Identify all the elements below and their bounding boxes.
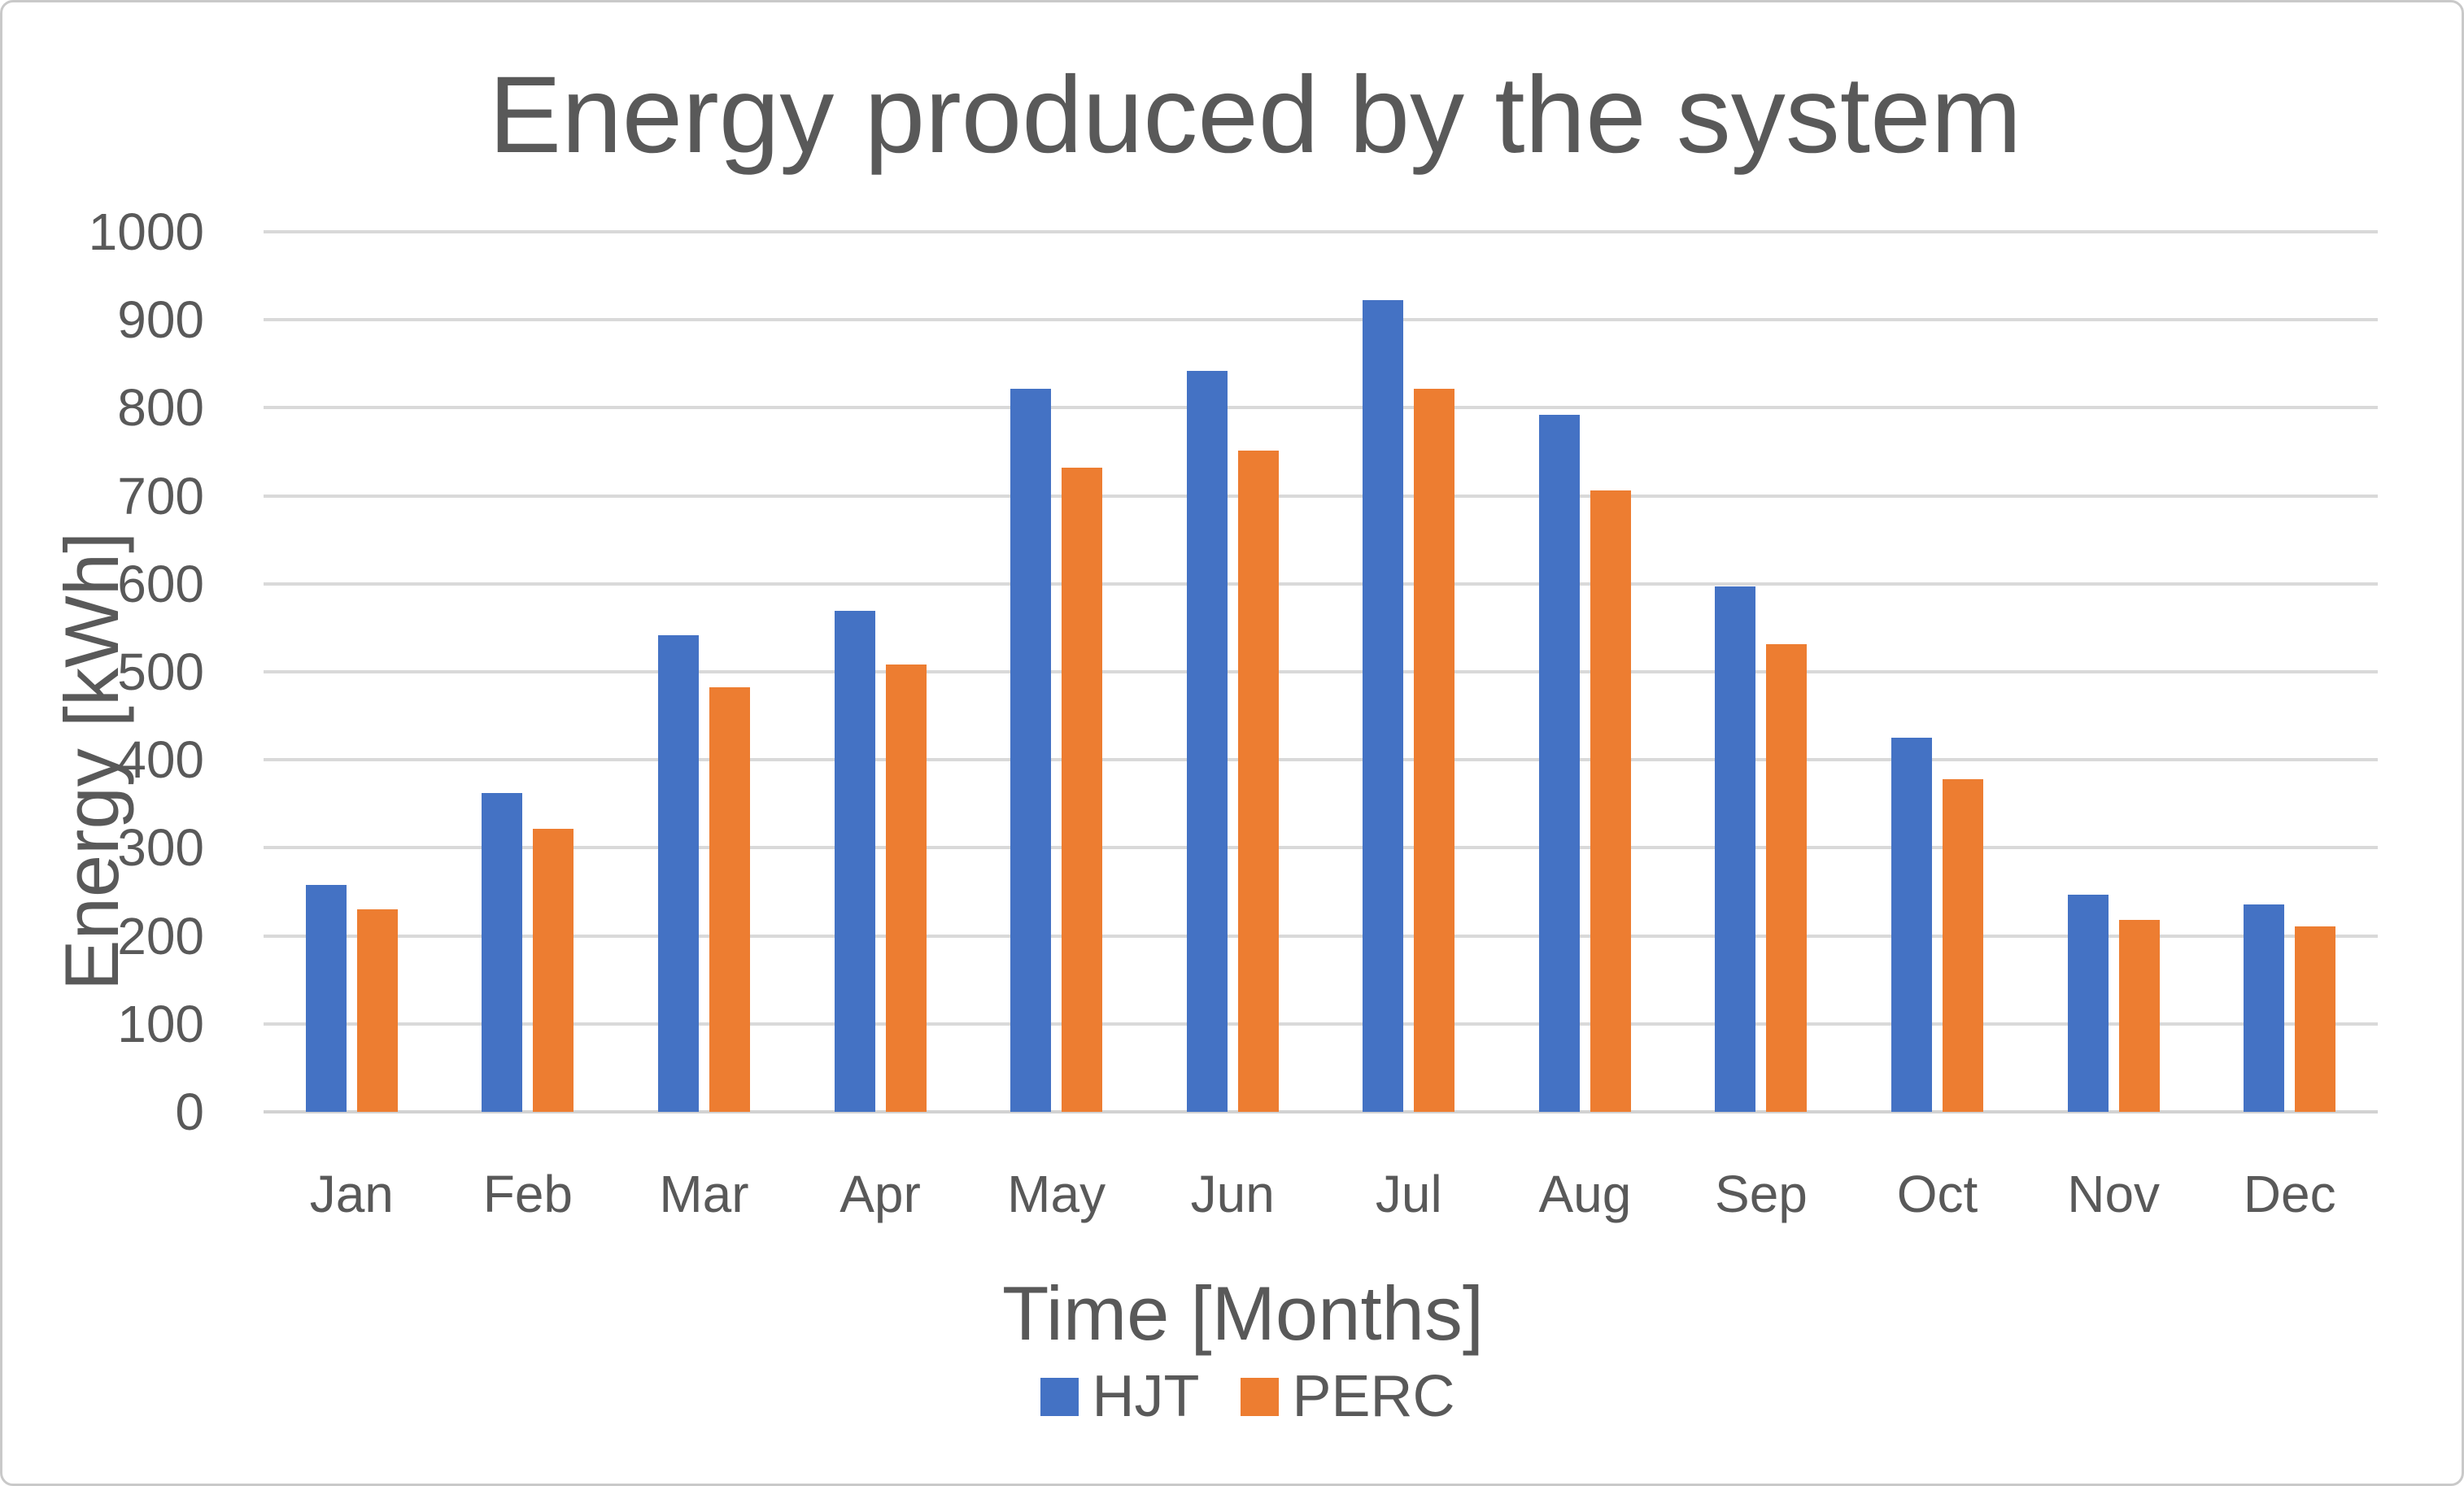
bar-perc-apr bbox=[885, 665, 927, 1112]
bar-hjt-sep bbox=[1715, 586, 1756, 1112]
x-axis-line bbox=[264, 1110, 2378, 1113]
bar-perc-dec bbox=[2295, 926, 2336, 1112]
bar-perc-oct bbox=[1943, 779, 1984, 1112]
bar-perc-nov bbox=[2118, 920, 2160, 1112]
gridline-1000 bbox=[264, 230, 2378, 233]
bar-hjt-oct bbox=[1891, 738, 1933, 1112]
legend-label-hjt: HJT bbox=[1092, 1364, 1200, 1429]
x-tick-label-jul: Jul bbox=[1375, 1165, 1442, 1223]
bar-hjt-jun bbox=[1186, 370, 1228, 1112]
x-tick-label-apr: Apr bbox=[840, 1165, 921, 1223]
x-tick-label-dec: Dec bbox=[2243, 1165, 2336, 1223]
x-tick-label-sep: Sep bbox=[1715, 1165, 1808, 1223]
gridline-100 bbox=[264, 1022, 2378, 1026]
x-tick-label-oct: Oct bbox=[1896, 1165, 1978, 1223]
x-tick-label-aug: Aug bbox=[1538, 1165, 1632, 1223]
y-tick-label-400: 400 bbox=[117, 730, 204, 790]
gridline-300 bbox=[264, 846, 2378, 850]
y-axis-title: Energy [kWh] bbox=[49, 531, 134, 991]
bar-perc-jan bbox=[356, 909, 398, 1112]
bar-perc-mar bbox=[709, 687, 750, 1112]
bar-hjt-aug bbox=[1538, 415, 1580, 1112]
x-axis-title: Time [Months] bbox=[1002, 1270, 1484, 1356]
bar-perc-jul bbox=[1414, 388, 1455, 1112]
bar-hjt-dec bbox=[2244, 904, 2285, 1112]
y-tick-label-200: 200 bbox=[117, 906, 204, 965]
gridline-500 bbox=[264, 670, 2378, 673]
y-tick-label-700: 700 bbox=[117, 466, 204, 525]
bar-perc-aug bbox=[1590, 490, 1631, 1112]
y-tick-label-600: 600 bbox=[117, 554, 204, 613]
chart-title: Energy produced by the system bbox=[488, 54, 2022, 176]
gridline-200 bbox=[264, 934, 2378, 938]
legend-swatch-hjt bbox=[1040, 1377, 1079, 1416]
gridline-800 bbox=[264, 406, 2378, 410]
bar-hjt-jan bbox=[305, 884, 347, 1112]
y-tick-label-500: 500 bbox=[117, 643, 204, 701]
legend-item-perc: PERC bbox=[1241, 1364, 1455, 1429]
x-tick-label-jun: Jun bbox=[1190, 1165, 1275, 1223]
y-tick-label-1000: 1000 bbox=[88, 203, 204, 261]
y-tick-label-0: 0 bbox=[175, 1083, 204, 1141]
gridline-600 bbox=[264, 582, 2378, 586]
bar-hjt-may bbox=[1010, 388, 1052, 1112]
gridline-700 bbox=[264, 494, 2378, 498]
legend: HJT PERC bbox=[434, 1367, 2061, 1426]
bar-perc-jun bbox=[1237, 451, 1279, 1112]
x-tick-label-may: May bbox=[1007, 1165, 1106, 1223]
x-tick-label-jan: Jan bbox=[309, 1165, 394, 1223]
x-tick-label-nov: Nov bbox=[2067, 1165, 2161, 1223]
y-tick-label-100: 100 bbox=[117, 994, 204, 1053]
bar-hjt-feb bbox=[482, 793, 523, 1112]
legend-item-hjt: HJT bbox=[1040, 1367, 1199, 1426]
bar-hjt-mar bbox=[657, 634, 699, 1112]
x-tick-label-feb: Feb bbox=[482, 1165, 573, 1223]
gridline-400 bbox=[264, 758, 2378, 762]
bar-perc-sep bbox=[1766, 644, 1808, 1112]
gridline-900 bbox=[264, 318, 2378, 322]
bar-hjt-apr bbox=[834, 611, 875, 1112]
bar-perc-may bbox=[1062, 467, 1103, 1112]
x-tick-label-mar: Mar bbox=[659, 1165, 749, 1223]
bar-perc-feb bbox=[533, 828, 574, 1112]
y-tick-label-800: 800 bbox=[117, 378, 204, 438]
legend-swatch-perc bbox=[1241, 1377, 1280, 1416]
bar-hjt-nov bbox=[2067, 894, 2109, 1112]
bar-hjt-jul bbox=[1363, 300, 1404, 1112]
legend-label-perc: PERC bbox=[1292, 1364, 1455, 1429]
y-tick-label-300: 300 bbox=[117, 818, 204, 878]
y-tick-label-900: 900 bbox=[117, 290, 204, 350]
